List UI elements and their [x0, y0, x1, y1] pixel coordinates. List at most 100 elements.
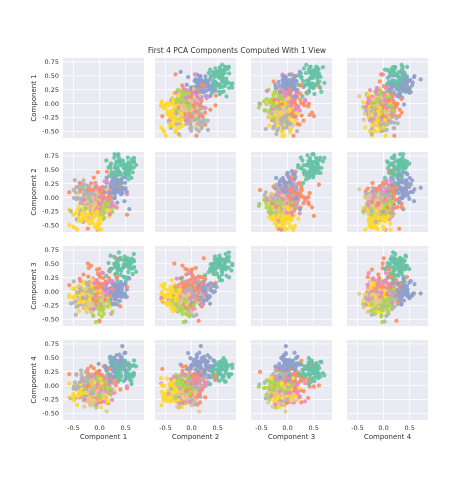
scatter-point — [76, 304, 80, 308]
scatter-point — [294, 204, 298, 208]
scatter-point — [296, 73, 300, 77]
scatter-point — [278, 86, 282, 90]
scatter-point — [212, 71, 216, 75]
scatter-point — [277, 107, 281, 111]
scatter-point — [169, 122, 173, 126]
scatter-point — [203, 273, 207, 277]
scatter-point — [103, 179, 107, 183]
scatter-point — [164, 134, 168, 138]
scatter-point — [273, 183, 277, 187]
scatter-point — [78, 279, 82, 283]
scatter-point — [275, 224, 279, 228]
scatter-point — [77, 218, 81, 222]
scatter-point — [112, 294, 116, 298]
scatter-point — [179, 70, 183, 74]
scatter-point — [188, 122, 192, 126]
scatter-point — [302, 170, 306, 174]
scatter-point — [197, 279, 201, 283]
scatter-point — [278, 90, 282, 94]
scatter-point — [285, 227, 289, 231]
panel-3-4 — [347, 246, 428, 326]
scatter-point — [125, 213, 129, 217]
y-tick-label: 0.75 — [45, 152, 59, 160]
scatter-point — [381, 210, 385, 214]
scatter-point — [173, 302, 177, 306]
scatter-point — [369, 117, 373, 121]
scatter-point — [229, 268, 233, 272]
scatter-point — [291, 228, 295, 232]
scatter-point — [269, 217, 273, 221]
scatter-point — [265, 89, 269, 93]
scatter-point — [271, 93, 275, 97]
scatter-point — [398, 162, 402, 166]
scatter-point — [376, 201, 380, 205]
scatter-point — [112, 187, 116, 191]
scatter-point — [274, 85, 278, 89]
scatter-point — [299, 101, 303, 105]
scatter-point — [203, 111, 207, 115]
scatter-point — [208, 302, 212, 306]
scatter-point — [282, 208, 286, 212]
panel-1-3 — [251, 58, 332, 138]
scatter-point — [82, 193, 86, 197]
scatter-point — [227, 71, 231, 75]
scatter-point — [322, 81, 326, 85]
scatter-point — [317, 79, 321, 83]
scatter-point — [179, 300, 183, 304]
scatter-point — [208, 94, 212, 98]
scatter-point — [211, 79, 215, 83]
scatter-point — [264, 190, 268, 194]
scatter-point — [174, 308, 178, 312]
scatter-point — [397, 70, 401, 74]
scatter-point — [373, 112, 377, 116]
scatter-point — [287, 208, 291, 212]
scatter-point — [81, 272, 85, 276]
scatter-point — [186, 75, 190, 79]
scatter-point — [194, 84, 198, 88]
scatter-point — [279, 190, 283, 194]
scatter-point — [315, 165, 319, 169]
scatter-point — [263, 108, 267, 112]
scatter-point — [190, 267, 194, 271]
scatter-point — [393, 172, 397, 176]
scatter-point — [197, 319, 201, 323]
scatter-point — [106, 208, 110, 212]
scatter-point — [203, 121, 207, 125]
scatter-point — [187, 278, 191, 282]
scatter-point — [291, 134, 295, 138]
scatter-point — [210, 262, 214, 266]
scatter-point — [387, 197, 391, 201]
scatter-point — [318, 86, 322, 90]
chart-title: First 4 PCA Components Computed With 1 V… — [148, 46, 326, 55]
scatter-point — [272, 125, 276, 129]
scatter-point — [179, 117, 183, 121]
scatter-point — [119, 289, 123, 293]
scatter-point — [298, 207, 302, 211]
y-tick-label: -0.50 — [42, 128, 59, 136]
scatter-point — [381, 261, 385, 265]
scatter-point — [312, 92, 316, 96]
scatter-point — [370, 102, 374, 106]
scatter-point — [118, 299, 122, 303]
scatter-point — [196, 291, 200, 295]
scatter-point — [185, 117, 189, 121]
scatter-point — [304, 71, 308, 75]
scatter-point — [132, 252, 136, 256]
scatter-point — [304, 196, 308, 200]
scatter-point — [378, 127, 382, 131]
scatter-point — [404, 181, 408, 185]
scatter-point — [94, 292, 98, 296]
scatter-point — [112, 156, 116, 160]
y-tick-label: 0.25 — [45, 274, 59, 282]
scatter-point — [308, 162, 312, 166]
scatter-point — [201, 90, 205, 94]
scatter-point — [379, 72, 383, 76]
scatter-point — [382, 122, 386, 126]
scatter-point — [394, 116, 398, 120]
scatter-point — [390, 189, 394, 193]
scatter-point — [399, 196, 403, 200]
scatter-point — [297, 123, 301, 127]
panel-background — [155, 152, 236, 232]
scatter-point — [175, 276, 179, 280]
scatter-point — [287, 184, 291, 188]
